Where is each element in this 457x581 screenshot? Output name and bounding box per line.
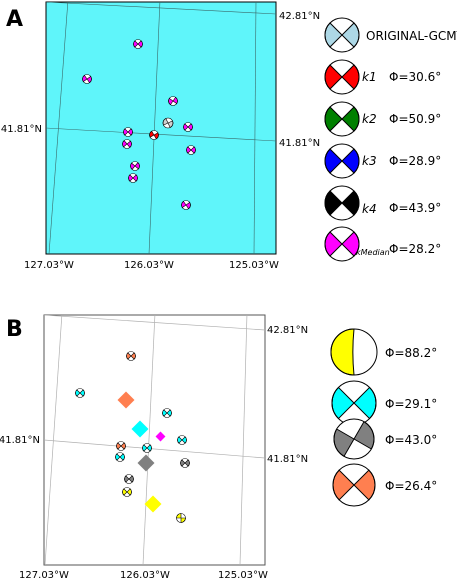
legend-a-phi: Φ=28.9° <box>389 154 441 168</box>
centroid-diamond-yellow <box>144 495 162 513</box>
centroid-diamond-orange <box>117 391 135 409</box>
legend-b-phi: Φ=43.0° <box>385 433 437 447</box>
centroid-diamond-magenta <box>155 431 166 442</box>
graticule-lon-right <box>239 315 248 565</box>
panel-a-lon-right-label: 125.03°W <box>229 260 279 271</box>
panel-a-map-ocean <box>45 1 277 255</box>
graticule-lon-mid <box>148 2 161 254</box>
legend-a-phi: Φ=30.6° <box>389 70 441 84</box>
event-beachball <box>123 127 133 137</box>
panel-a-lat-mid-right-label: 41.81°N <box>279 138 320 149</box>
event-beachball <box>142 443 152 453</box>
panel-a-lon-left-label: 127.03°W <box>24 260 74 271</box>
event-beachball <box>149 130 159 140</box>
legend-a-phi: Φ=50.9° <box>389 112 441 126</box>
legend-a-row-k2: k2 Φ=50.9° <box>324 101 441 137</box>
graticule-lat-top <box>46 2 276 15</box>
panel-a-lon-mid-label: 126.03°W <box>124 260 174 271</box>
legend-beachball-k1 <box>324 59 360 95</box>
event-beachball <box>181 200 191 210</box>
legend-beachball-yellow <box>330 328 378 376</box>
panel-a-events <box>82 39 196 210</box>
event-beachball <box>124 474 134 484</box>
legend-b-row-yellow: Φ=88.2° <box>330 328 437 376</box>
event-beachball <box>180 458 190 468</box>
panel-b-events <box>75 351 190 523</box>
legend-beachball-k3 <box>324 143 360 179</box>
panel-b: B 42.81°N 41.81°N 41.81°N 127.03°W 126.0… <box>0 314 437 581</box>
event-beachball <box>186 145 196 155</box>
panel-b-legend: Φ=88.2° Φ=29.1° Φ=43.0° Φ=26.4° <box>330 328 437 507</box>
panel-b-lon-mid-label: 126.03°W <box>120 570 170 581</box>
legend-a-row-k3: k3 Φ=28.9° <box>324 143 441 179</box>
graticule-lon-right <box>253 2 257 254</box>
legend-a-label: k1 <box>362 70 377 84</box>
panel-b-label: B <box>6 317 23 342</box>
legend-a-label: k3 <box>362 154 377 168</box>
event-beachball <box>122 487 132 497</box>
legend-beachball-gray <box>333 418 375 460</box>
event-beachball <box>176 513 186 523</box>
centroid-diamond-gray <box>137 454 155 472</box>
legend-a-row-k4: k4 Φ=43.9° <box>324 185 441 221</box>
legend-b-row-gray: Φ=43.0° <box>333 418 437 460</box>
legend-b-phi: Φ=26.4° <box>385 479 437 493</box>
event-beachball <box>126 351 136 361</box>
legend-a-phi: Φ=28.2° <box>389 242 441 256</box>
legend-a-label: ORIGINAL-GCMT <box>366 29 457 43</box>
legend-beachball-orange <box>332 463 376 507</box>
legend-b-row-cyan: Φ=29.1° <box>331 380 437 426</box>
legend-a-phi: Φ=43.9° <box>389 201 441 215</box>
event-beachball <box>75 388 85 398</box>
legend-beachball-kmedian <box>324 226 360 262</box>
panel-a: A 42.81°N 41.81°N 41.81°N 127.03°W 126.0… <box>1 1 457 271</box>
legend-a-row-kmedian: kMedian Φ=28.2° <box>324 226 441 262</box>
legend-a-row-original: ORIGINAL-GCMT <box>324 17 457 53</box>
event-beachball <box>183 122 193 132</box>
legend-a-row-k1: k1 Φ=30.6° <box>324 59 441 95</box>
event-beachball <box>122 139 132 149</box>
centroid-diamond-cyan <box>131 420 149 438</box>
panel-b-map-frame <box>43 314 266 566</box>
event-beachball <box>168 96 178 106</box>
graticule-lon-left <box>48 2 69 254</box>
panel-b-lat-mid-left-label: 41.81°N <box>0 435 40 446</box>
graticule-lon-mid <box>142 315 156 565</box>
panel-a-graticule <box>46 2 276 254</box>
event-beachball <box>128 173 138 183</box>
panel-b-lat-top-label: 42.81°N <box>267 325 308 336</box>
legend-beachball-original <box>324 17 360 53</box>
graticule-lon-left <box>44 315 63 565</box>
legend-b-phi: Φ=88.2° <box>385 346 437 360</box>
event-beachball <box>162 408 172 418</box>
graticule-lat-mid <box>44 439 265 459</box>
panel-a-label: A <box>6 7 23 32</box>
legend-beachball-k2 <box>324 101 360 137</box>
panel-b-graticule <box>44 315 265 565</box>
panel-b-lon-left-label: 127.03°W <box>19 570 69 581</box>
event-beachball <box>116 441 126 451</box>
legend-b-row-orange: Φ=26.4° <box>332 463 437 507</box>
legend-beachball-cyan <box>331 380 377 426</box>
graticule-lat-mid <box>46 127 276 142</box>
panel-a-lat-mid-left-label: 41.81°N <box>1 124 42 135</box>
legend-a-label: k2 <box>362 112 377 126</box>
event-beachball <box>130 161 140 171</box>
event-beachball <box>115 452 125 462</box>
panel-a-legend: ORIGINAL-GCMT k1 Φ=30.6° k2 Φ=50.9° k3 Φ… <box>324 17 457 262</box>
event-beachball <box>82 74 92 84</box>
event-beachball <box>162 117 174 129</box>
legend-a-label: k4 <box>362 202 377 216</box>
legend-beachball-k4 <box>324 185 360 221</box>
event-beachball <box>177 435 187 445</box>
panel-b-lat-mid-right-label: 41.81°N <box>267 454 308 465</box>
legend-a-label: kMedian <box>356 248 390 257</box>
legend-b-phi: Φ=29.1° <box>385 397 437 411</box>
panel-a-lat-top-label: 42.81°N <box>279 11 320 22</box>
panel-b-lon-right-label: 125.03°W <box>218 570 268 581</box>
event-beachball <box>133 39 143 49</box>
panel-b-centroids <box>117 391 166 513</box>
